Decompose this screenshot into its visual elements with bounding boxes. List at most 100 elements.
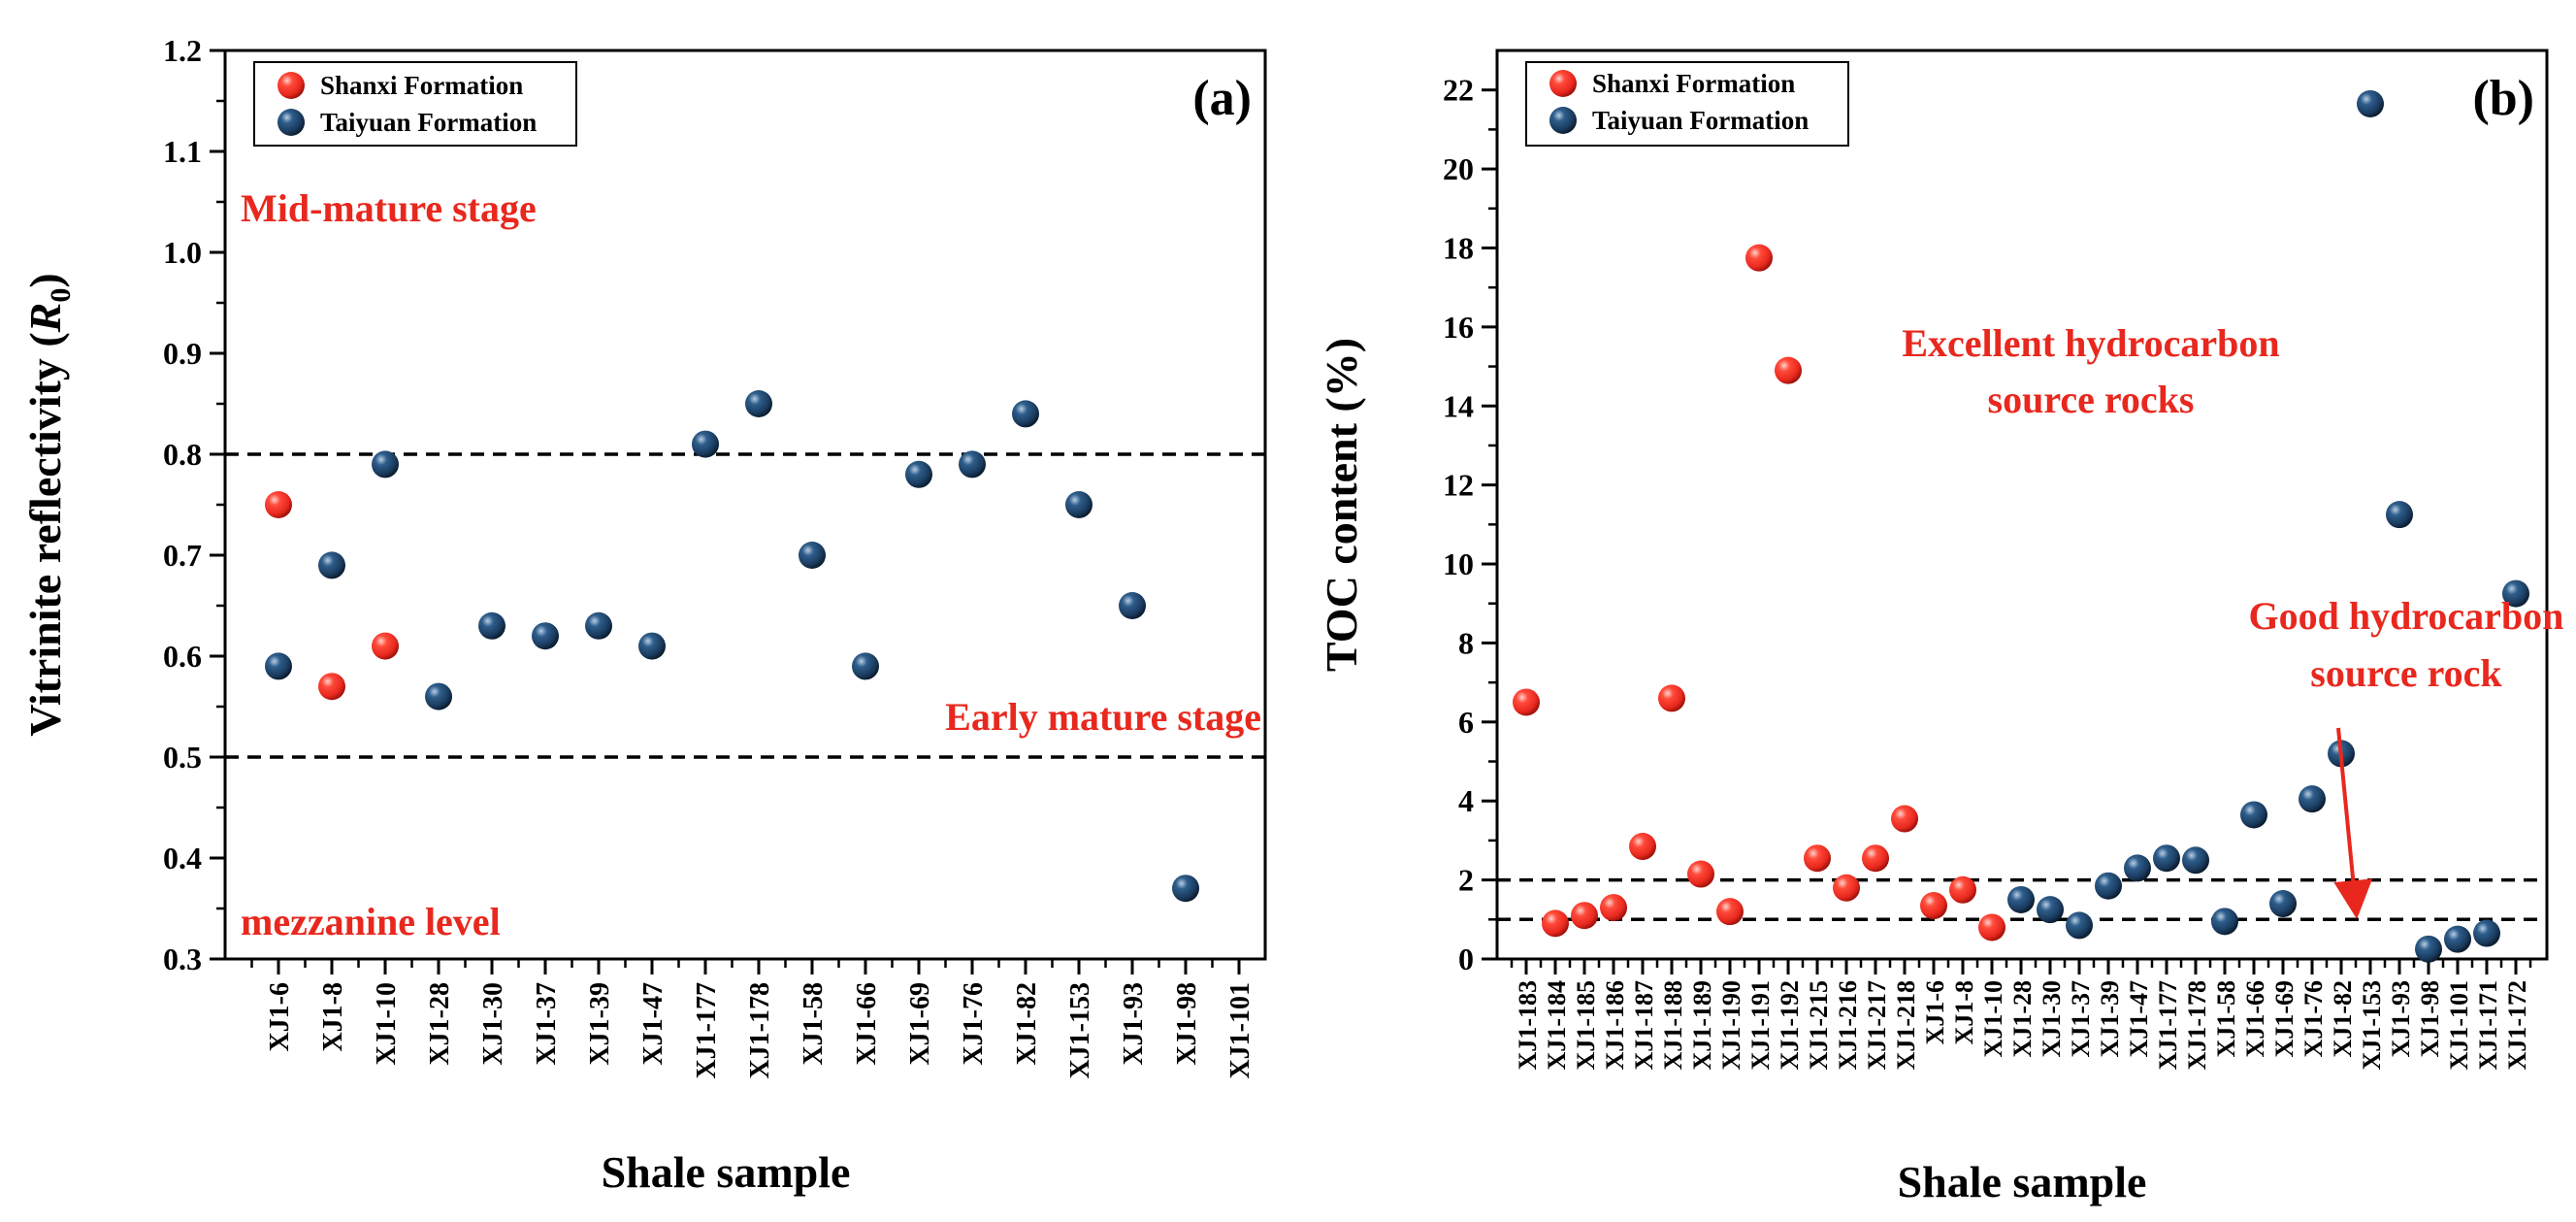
data-point (1804, 844, 1831, 873)
annotation-mid-mature: Mid-mature stage (241, 186, 537, 230)
x-tick-label: XJ1-6 (265, 982, 295, 1052)
data-point (1172, 875, 1199, 903)
annotation-mezzanine: mezzanine level (241, 900, 501, 943)
data-point (1012, 400, 1039, 428)
x-tick-label: XJ1-183 (1514, 980, 1542, 1070)
x-tick-label: XJ1-215 (1805, 980, 1833, 1070)
x-tick-label: XJ1-192 (1776, 980, 1804, 1070)
x-tick-label: XJ1-58 (2212, 980, 2240, 1057)
x-tick-label: XJ1-218 (1892, 980, 1920, 1070)
data-point (2386, 501, 2413, 529)
panel-a: 0.30.40.50.60.70.80.91.01.11.2 XJ1-6 XJ1-… (20, 33, 1267, 1197)
legend-label-shanxi-b: Shanxi Formation (1592, 69, 1795, 98)
data-point (1862, 844, 1889, 873)
data-point (692, 430, 719, 458)
data-point (2153, 844, 2180, 873)
x-tick-label: XJ1-58 (799, 982, 829, 1066)
x-tick-label: XJ1-28 (2008, 980, 2037, 1057)
y-tick-label: 0.9 (163, 336, 202, 371)
data-point (1629, 833, 1656, 861)
x-tick-label: XJ1-10 (1979, 980, 2007, 1057)
data-point (2444, 925, 2471, 953)
y-tick-label: 0.7 (163, 538, 202, 573)
x-tick-label: XJ1-188 (1659, 980, 1687, 1070)
x-tick-label: XJ1-184 (1543, 980, 1571, 1070)
y-tick-label: 0.8 (163, 437, 202, 472)
data-point (2037, 896, 2064, 924)
data-point (1716, 898, 1744, 926)
x-tick-label: XJ1-69 (2270, 980, 2299, 1057)
annotation-excellent-line2: source rocks (1988, 378, 2195, 421)
x-tick-label: XJ1-178 (745, 982, 775, 1079)
y-tick-label: 0.6 (163, 639, 202, 674)
legend-label-taiyuan-a: Taiyuan Formation (320, 108, 537, 137)
x-tick-label: XJ1-217 (1863, 980, 1891, 1070)
y-tick-label: 12 (1443, 468, 1474, 503)
y-tick-label: 8 (1458, 625, 1474, 660)
x-tick-label: XJ1-37 (2067, 980, 2095, 1057)
data-point (1949, 875, 1976, 904)
x-tick-label: XJ1-82 (2329, 980, 2357, 1057)
x-tick-label: XJ1-98 (2416, 980, 2444, 1057)
annotation-good-line1: Good hydrocarbon (2249, 594, 2564, 638)
x-tick-label: XJ1-153 (2358, 980, 2386, 1070)
x-axis-title-b: Shale sample (1898, 1157, 2147, 1206)
data-point (1065, 491, 1092, 518)
y-tick-label: 0.3 (163, 941, 202, 976)
data-point (1658, 684, 1685, 712)
x-tick-label: XJ1-82 (1012, 982, 1042, 1066)
legend-marker-taiyuan-a (277, 109, 305, 136)
data-point (372, 632, 399, 660)
x-tick-label: XJ1-66 (2241, 980, 2269, 1057)
x-tick-label: XJ1-172 (2503, 980, 2531, 1070)
data-points-b (1513, 89, 2529, 963)
reference-lines-a (225, 452, 1265, 759)
data-point (799, 542, 826, 569)
x-tick-label: XJ1-185 (1572, 980, 1600, 1070)
data-point (2124, 854, 2151, 882)
y-axis-ticks-b: 0 2 4 6 8 10 12 14 16 18 20 22 (1443, 73, 1497, 976)
y-tick-label: 1.0 (163, 235, 202, 270)
data-point (638, 632, 666, 660)
annotation-excellent-line1: Excellent hydrocarbon (1902, 321, 2279, 365)
x-axis-ticks-b: XJ1-183 XJ1-184 XJ1-185 XJ1-186 XJ1-187 XJ1-1… (1510, 959, 2532, 1070)
data-point (2269, 890, 2297, 918)
legend-label-taiyuan-b: Taiyuan Formation (1592, 106, 1809, 135)
data-point (2473, 919, 2500, 947)
legend-box-b (1525, 61, 1849, 147)
data-point (1119, 592, 1146, 619)
legend-marker-shanxi-b (1549, 70, 1577, 97)
y-tick-label: 14 (1443, 388, 1474, 423)
annotation-arrow (2333, 727, 2373, 919)
data-point (959, 450, 986, 479)
data-point (372, 450, 399, 479)
x-tick-label: XJ1-47 (638, 982, 668, 1066)
data-point (532, 622, 559, 650)
y-tick-label: 6 (1458, 705, 1474, 740)
legend-marker-taiyuan-b (1549, 107, 1577, 134)
x-tick-label: XJ1-189 (1688, 980, 1716, 1070)
x-tick-label: XJ1-76 (959, 982, 989, 1066)
x-tick-label: XJ1-171 (2474, 980, 2502, 1070)
x-axis-ticks-a: XJ1-6 XJ1-8 XJ1-10 XJ1-28 XJ1-30 XJ1-37 XJ1-39… (250, 959, 1255, 1079)
data-points-a (265, 390, 1199, 903)
plot-frame-b (1495, 49, 2549, 961)
x-tick-label: XJ1-101 (2445, 980, 2473, 1070)
x-tick-label: XJ1-69 (905, 982, 935, 1066)
data-point (2415, 935, 2442, 963)
data-point (2066, 911, 2093, 940)
legend-box-a (253, 61, 577, 147)
x-tick-label: XJ1-93 (1119, 982, 1149, 1066)
panel-label-b: (b) (2472, 71, 2534, 126)
data-point (425, 682, 452, 710)
x-tick-label: XJ1-76 (2299, 980, 2328, 1057)
annotation-early-mature: Early mature stage (945, 695, 1261, 739)
x-tick-label: XJ1-186 (1601, 980, 1629, 1070)
data-point (1745, 244, 1773, 272)
data-point (2240, 801, 2267, 829)
data-point (1833, 874, 1860, 902)
y-tick-label: 10 (1443, 546, 1474, 581)
x-tick-label: XJ1-10 (372, 982, 402, 1066)
x-tick-label: XJ1-47 (2125, 980, 2153, 1057)
data-point (318, 673, 345, 701)
